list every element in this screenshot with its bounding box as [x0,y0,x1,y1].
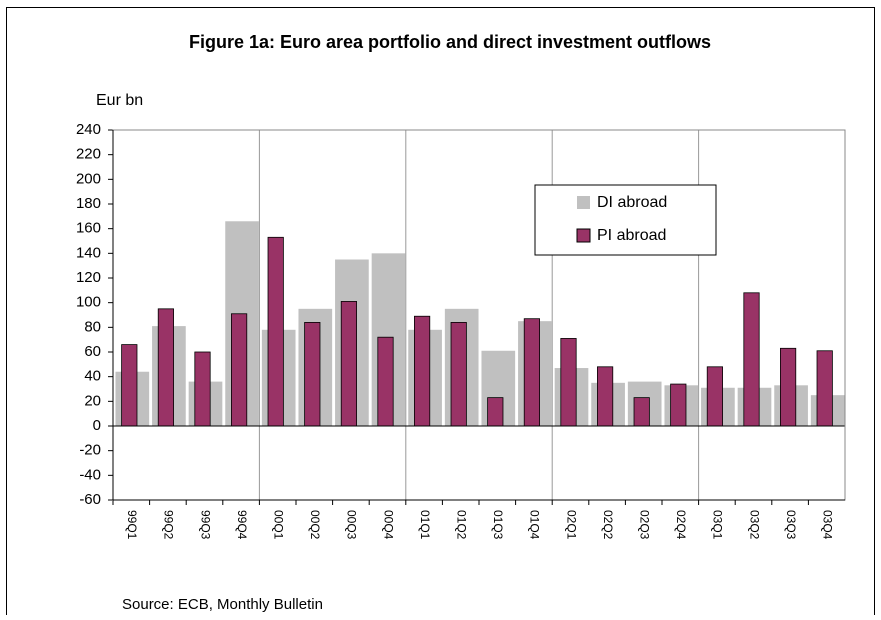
bar [487,397,504,427]
bar [560,338,577,427]
y-tick-label: 180 [76,195,101,212]
frame [6,7,875,620]
bar [816,350,833,427]
x-tick-label: 00Q3 [345,510,359,540]
bar [523,318,540,427]
y-tick-label: 100 [76,294,101,311]
bar [340,301,357,427]
x-tick-label: 00Q1 [272,510,286,540]
chart-title: Figure 1a: Euro area portfolio and direc… [189,32,711,52]
y-tick-label: 40 [84,368,101,385]
bar [743,292,760,427]
legend-swatch [576,228,591,243]
bar [304,321,321,427]
legend-label: DI abroad [597,194,667,211]
bar [231,313,248,427]
x-tick-label: 99Q2 [162,510,176,540]
x-tick-label: 99Q1 [125,510,139,540]
bar [377,336,394,427]
x-tick-label: 00Q4 [381,510,395,540]
x-tick-label: 01Q3 [491,510,505,540]
y-tick-label: 240 [76,121,101,138]
bar [157,308,174,427]
x-tick-label: 01Q4 [528,510,542,540]
x-tick-label: 99Q4 [235,510,249,540]
legend: DI abroad PI abroad [534,184,717,256]
bar [670,383,687,427]
x-tick-label: 01Q2 [455,510,469,540]
y-tick-label: -60 [79,491,101,508]
legend-box [534,184,717,256]
bar [450,321,467,427]
x-tick-label: 03Q4 [821,510,835,540]
y-tick-label: 140 [76,244,101,261]
x-tick-label: 02Q4 [674,510,688,540]
bar [633,397,650,427]
bar [121,344,138,427]
x-tick-label: 02Q3 [638,510,652,540]
y-tick-label: 200 [76,170,101,187]
x-tick-label: 03Q3 [784,510,798,540]
x-tick-label: 03Q2 [747,510,761,540]
y-tick-label: 60 [84,343,101,360]
bar [414,315,431,427]
y-tick-label: 120 [76,269,101,286]
x-tick-label: 02Q2 [601,510,615,540]
x-tick-label: 01Q1 [418,510,432,540]
source: Source: ECB, Monthly Bulletin [122,596,323,613]
y-tick-label: 80 [84,318,101,335]
legend-label: PI abroad [597,227,666,244]
y-tick-label: 160 [76,220,101,237]
bar [194,351,211,427]
y-tick-label: 20 [84,392,101,409]
y-tick-label: 0 [93,417,101,434]
bar [597,366,614,427]
y-tick-label: -20 [79,442,101,459]
y-tick-label: 220 [76,146,101,163]
x-tick-label: 99Q3 [198,510,212,540]
x-tick-label: 03Q1 [711,510,725,540]
legend-swatch [577,196,590,209]
bar [267,236,284,427]
bar [706,366,723,427]
y-axis-label: Eur bn [96,92,143,109]
bar [780,347,797,427]
x-tick-label: 02Q1 [564,510,578,540]
x-tick-label: 00Q2 [308,510,322,540]
y-tick-label: -40 [79,466,101,483]
